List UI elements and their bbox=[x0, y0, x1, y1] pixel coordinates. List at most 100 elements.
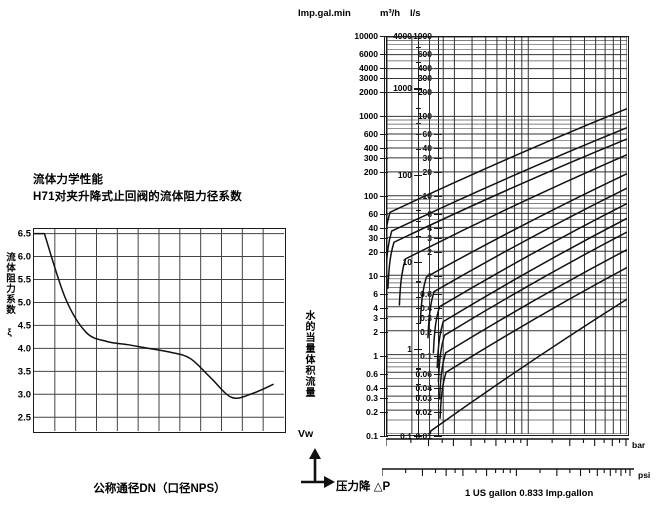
nomogram-curve-DN200 bbox=[383, 107, 628, 260]
scale-impgal-label-2: 4000 bbox=[359, 62, 378, 73]
scale-ls-tick-9 bbox=[434, 171, 442, 174]
scale-impgal-tick-7 bbox=[380, 147, 388, 150]
scale-impgal-tick-18 bbox=[380, 317, 388, 320]
nomogram-curve-DN65 bbox=[427, 187, 628, 339]
scale-m3h-minor-tick-7 bbox=[416, 209, 421, 212]
scale-impgal-tick-9 bbox=[380, 171, 388, 174]
left-chart-horizontal-gridlines bbox=[34, 233, 284, 418]
scale-ls-label-1: 600 bbox=[417, 48, 432, 59]
scale-impgal-axis-line bbox=[384, 36, 386, 436]
scale-impgal-tick-5 bbox=[380, 116, 388, 118]
scale-impgal-tick-14 bbox=[380, 251, 388, 254]
left-chart-svg bbox=[34, 229, 284, 431]
scale-impgal-label-23: 0.3 bbox=[366, 392, 378, 403]
scale-m3h-minor-tick-12 bbox=[416, 307, 421, 309]
scale-ls-tick-13 bbox=[434, 237, 442, 240]
scale-impgal-label-24: 0.2 bbox=[366, 406, 378, 417]
scale-m3h-tick-4 bbox=[414, 349, 422, 351]
scale-m3h-tick-2 bbox=[414, 175, 422, 177]
bar-axis-tick-labels bbox=[380, 440, 668, 454]
scale-impgal-tick-6 bbox=[380, 133, 388, 135]
scale-impgal-tick-24 bbox=[380, 411, 388, 414]
left-chart-vertical-gridlines bbox=[54, 229, 264, 431]
scale-ls-tick-21 bbox=[434, 373, 442, 375]
scale-impgal-tick-20 bbox=[380, 356, 388, 358]
left-chart-y-tick-6: 3.5 bbox=[17, 366, 31, 378]
scale-impgal-label-8: 300 bbox=[363, 152, 378, 163]
scale-m3h-label-3: 10 bbox=[402, 257, 412, 268]
unit-header-ls: l/s bbox=[410, 8, 421, 19]
scale-m3h-minor-tick-16 bbox=[416, 394, 421, 396]
left-chart-y-tick-1: 6.0 bbox=[17, 251, 31, 263]
scale-impgal-label-7: 400 bbox=[363, 142, 378, 153]
scale-ls-tick-18 bbox=[434, 317, 442, 320]
scale-ls-axis-line bbox=[438, 36, 440, 436]
scale-m3h-minor-tick-15 bbox=[416, 383, 421, 385]
scale-impgal-tick-19 bbox=[380, 331, 388, 334]
scale-m3h-minor-tick-9 bbox=[416, 236, 421, 238]
scale-impgal-label-10: 100 bbox=[363, 191, 378, 201]
scale-impgal-tick-2 bbox=[380, 67, 388, 70]
scale-ls-label-19: 0.2 bbox=[420, 326, 432, 337]
scale-impgal-label-4: 2000 bbox=[359, 86, 378, 97]
nomogram-horizontal-gridlines bbox=[387, 36, 627, 435]
left-chart-title: 流体力学性能 H71对夹升降式止回阀的流体阻力径系数 bbox=[33, 172, 283, 206]
scale-impgal-label-14: 20 bbox=[368, 246, 378, 257]
scale-ls-label-3: 300 bbox=[417, 72, 432, 83]
scale-m3h-minor-tick-11 bbox=[416, 296, 421, 298]
scale-impgal-label-9: 200 bbox=[363, 166, 378, 177]
bar-axis-line bbox=[386, 438, 629, 446]
scale-impgal-label-3: 3000 bbox=[359, 72, 378, 83]
scale-m3h-minor-tick-6 bbox=[416, 194, 421, 196]
scale-m3h-tick-3 bbox=[414, 262, 422, 264]
scale-impgal-tick-21 bbox=[380, 373, 388, 375]
left-chart-y-tick-4: 4.5 bbox=[17, 320, 31, 332]
vw-up-arrow-icon bbox=[309, 448, 321, 481]
left-chart-title-line2: H71对夹升降式止回阀的流体阻力径系数 bbox=[33, 191, 242, 203]
nomogram-dn-curves bbox=[383, 107, 628, 437]
nomogram-curve-DN50 bbox=[432, 202, 628, 354]
left-chart-title-line1: 流体力学性能 bbox=[33, 174, 104, 186]
scale-m3h-label-1: 1000 bbox=[393, 83, 412, 94]
scale-m3h-minor-tick-0 bbox=[416, 46, 421, 49]
scale-impgal-tick-4 bbox=[380, 91, 388, 94]
psi-unit-label: psi bbox=[638, 470, 651, 480]
left-chart-panel: 流体力学性能 H71对夹升降式止回阀的流体阻力径系数 流体阻力系数 ξ 6.5 6… bbox=[0, 0, 320, 509]
nomogram-curve-labels bbox=[614, 96, 668, 286]
left-chart-x-ticks-dn bbox=[33, 436, 286, 452]
scale-ls-label-23: 0.03 bbox=[415, 392, 432, 403]
left-chart-y-tick-3: 5.0 bbox=[17, 297, 31, 309]
scale-impgal-label-0: 10000 bbox=[354, 31, 378, 41]
scale-ls-tick-14 bbox=[434, 251, 442, 254]
scale-impgal-tick-0 bbox=[380, 36, 388, 38]
scale-ls-tick-10 bbox=[434, 196, 442, 198]
vw-axis-label: 水的当量体积流量 bbox=[303, 310, 314, 398]
scale-impgal-tick-16 bbox=[380, 293, 388, 295]
left-chart-curve bbox=[34, 232, 274, 399]
scale-ls-label-17: 0.4 bbox=[420, 302, 432, 313]
scale-impgal-tick-12 bbox=[380, 227, 388, 230]
scale-ls-label-4: 200 bbox=[417, 86, 432, 97]
scale-ls-tick-12 bbox=[434, 227, 442, 230]
scale-impgal-tick-17 bbox=[380, 307, 388, 310]
scale-m3h-label-4: 1 bbox=[407, 344, 412, 355]
scale-ls-tick-19 bbox=[434, 331, 442, 334]
scale-ls-tick-11 bbox=[434, 213, 442, 215]
scale-impgal-label-5: 1000 bbox=[359, 111, 378, 121]
scale-impgal-label-19: 2 bbox=[373, 326, 378, 337]
nomogram-curve-DN80 bbox=[419, 172, 628, 324]
scale-impgal-tick-23 bbox=[380, 397, 388, 400]
scale-ls-tick-16 bbox=[434, 293, 442, 295]
scale-impgal-label-22: 0.4 bbox=[366, 382, 378, 393]
left-chart-y-tick-8: 2.5 bbox=[17, 412, 31, 424]
scale-m3h-tick-1 bbox=[414, 88, 422, 90]
scale-impgal-label-12: 40 bbox=[368, 222, 378, 233]
right-chart-unit-headers: Imp.gal.min m³/h l/s bbox=[298, 8, 421, 22]
scale-ls-tick-24 bbox=[434, 411, 442, 414]
left-chart-y-ticks: 6.5 6.0 5.5 5.0 4.5 4.0 3.5 3.0 2.5 bbox=[0, 228, 31, 433]
scale-impgal-label-11: 60 bbox=[368, 208, 378, 219]
nomogram-plot-area bbox=[383, 36, 629, 437]
scale-impgal-label-21: 0.6 bbox=[366, 368, 378, 379]
nomogram-curve-DN125 bbox=[387, 138, 628, 289]
scale-m3h-minor-tick-14 bbox=[416, 368, 421, 370]
